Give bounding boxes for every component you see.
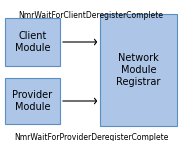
Text: Network
Module
Registrar: Network Module Registrar xyxy=(116,53,161,87)
Bar xyxy=(5,78,60,124)
Text: NmrWaitForProviderDeregisterComplete: NmrWaitForProviderDeregisterComplete xyxy=(14,133,168,141)
Bar xyxy=(100,14,177,126)
Text: Client
Module: Client Module xyxy=(15,31,50,53)
Text: Provider
Module: Provider Module xyxy=(12,90,53,112)
Text: NmrWaitForClientDeregisterComplete: NmrWaitForClientDeregisterComplete xyxy=(19,11,163,20)
Bar xyxy=(5,18,60,66)
